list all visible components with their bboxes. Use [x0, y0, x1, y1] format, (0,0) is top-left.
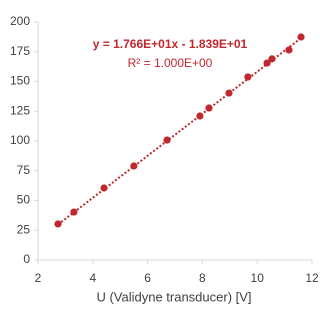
y-tick-label: 50	[17, 193, 31, 207]
x-tick-label: 6	[144, 271, 151, 285]
x-axis-label: U (Validyne transducer) [V]	[96, 289, 251, 304]
x-tick-label: 2	[35, 271, 42, 285]
point	[297, 33, 305, 41]
y-tick-label: 75	[17, 163, 31, 177]
y-tick-label: 125	[10, 103, 30, 117]
point	[205, 104, 213, 112]
trendline	[57, 37, 302, 226]
point	[54, 220, 62, 228]
point	[196, 112, 204, 120]
point	[163, 136, 171, 144]
point	[263, 59, 271, 67]
point	[100, 184, 108, 192]
y-tick-label: 150	[10, 74, 30, 88]
y-tick-label: 0	[23, 252, 30, 266]
point	[130, 162, 138, 170]
point	[70, 208, 78, 216]
point	[225, 89, 233, 97]
x-tick-label: 8	[199, 271, 206, 285]
x-tick-label: 12	[305, 271, 319, 285]
point	[244, 73, 252, 81]
y-tick-label: 25	[17, 222, 31, 236]
y-tick-label: 200	[10, 14, 30, 28]
equation: y = 1.766E+01x - 1.839E+01	[93, 37, 248, 51]
r-squared: R² = 1.000E+00	[128, 56, 213, 70]
y-tick-label: 100	[10, 133, 30, 147]
point	[285, 46, 293, 54]
x-tick-label: 10	[251, 271, 265, 285]
x-tick-label: 4	[89, 271, 96, 285]
point	[268, 55, 276, 63]
y-tick-label: 175	[10, 44, 30, 58]
